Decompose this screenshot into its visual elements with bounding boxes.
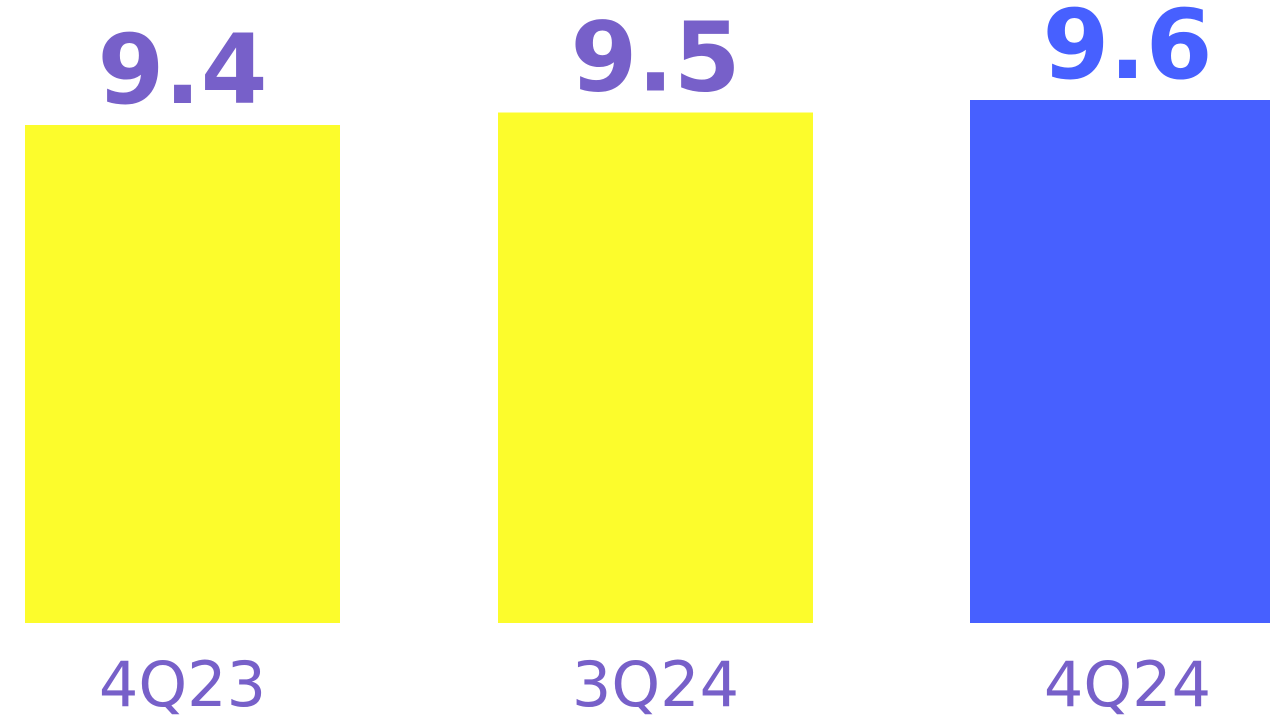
category-labels-group: 4Q23 3Q24 4Q24	[99, 648, 1211, 715]
bar-3q24	[498, 112, 813, 623]
category-label-4q23: 4Q23	[99, 648, 266, 715]
value-labels-group: 9.4 9.5 9.6	[97, 0, 1212, 126]
category-label-3q24: 3Q24	[572, 648, 739, 715]
bar-4q23	[25, 125, 340, 623]
value-label-4q24: 9.6	[1042, 0, 1212, 101]
bars-group	[25, 100, 1270, 623]
category-label-4q24: 4Q24	[1044, 648, 1211, 715]
value-label-3q24: 9.5	[570, 2, 740, 114]
bar-4q24	[970, 100, 1270, 623]
value-label-4q23: 9.4	[97, 14, 267, 126]
